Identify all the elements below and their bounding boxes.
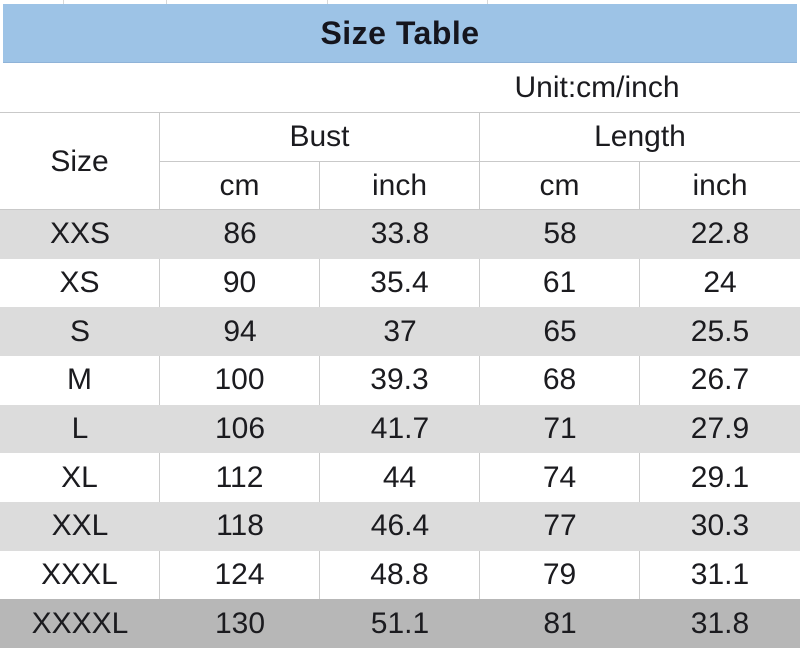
col-header-length: Length xyxy=(480,113,800,162)
cell-size: XS xyxy=(0,258,160,308)
col-header-size: Size xyxy=(0,113,160,210)
col-header-length-cm: cm xyxy=(480,162,640,210)
cell-bust-cm: 130 xyxy=(214,606,266,640)
col-header-length-inch: inch xyxy=(692,169,748,202)
cell-length-cm: 77 xyxy=(543,509,577,543)
cell-length-inch: 25.5 xyxy=(690,314,750,348)
cell-length-inch: 31.8 xyxy=(690,606,750,640)
col-header-bust: Bust xyxy=(160,113,480,162)
cell-bust-inch: 41.7 xyxy=(370,412,430,446)
cell-length-inch: 22.8 xyxy=(690,217,750,251)
cell-length-cm: 71 xyxy=(543,412,577,446)
unit-label: Unit:cm/inch xyxy=(514,70,680,104)
gridline-stub xyxy=(63,0,64,4)
cell-bust-inch: 48.8 xyxy=(320,550,480,600)
cell-size: S xyxy=(69,314,90,348)
cell-bust-cm: 118 xyxy=(216,509,264,543)
cell-length-cm: 81 xyxy=(543,606,577,640)
cell-bust-inch: 37 xyxy=(383,314,417,348)
cell-size: M xyxy=(0,356,160,405)
table-body: XXS 86 33.8 58 22.8 XS 90 35.4 61 24 S 9… xyxy=(0,210,800,648)
cell-length-cm: 61 xyxy=(480,258,640,308)
cell-bust-cm: 124 xyxy=(160,550,320,600)
table-row-m: M 100 39.3 68 26.7 xyxy=(0,356,800,405)
cell-length-inch: 30.3 xyxy=(690,509,750,543)
cell-length-inch: 27.9 xyxy=(690,412,750,446)
cell-bust-cm: 90 xyxy=(160,258,320,308)
cell-bust-cm: 94 xyxy=(223,314,257,348)
table-row-l: L 106 41.7 71 27.9 xyxy=(0,404,800,454)
gridline-stub xyxy=(487,0,488,4)
cell-length-cm: 68 xyxy=(480,356,640,405)
cell-bust-cm: 112 xyxy=(160,453,320,503)
table-row-xl: XL 112 44 74 29.1 xyxy=(0,453,800,503)
cell-size: XXXXL xyxy=(31,606,129,640)
cell-bust-inch: 44 xyxy=(320,453,480,503)
cell-size: XXL xyxy=(51,509,109,543)
cell-bust-inch: 46.4 xyxy=(370,509,430,543)
cell-length-cm: 74 xyxy=(480,453,640,503)
cell-bust-cm: 100 xyxy=(160,356,320,405)
cell-length-inch: 29.1 xyxy=(690,460,750,494)
col-header-bust-inch: inch xyxy=(320,162,480,210)
cell-length-inch: 24 xyxy=(703,266,737,299)
cell-bust-inch: 39.3 xyxy=(320,356,480,405)
cell-length-cm: 58 xyxy=(543,217,577,251)
table-row-xxl: XXL 118 46.4 77 30.3 xyxy=(0,502,800,551)
table-row-xxs: XXS 86 33.8 58 22.8 xyxy=(0,210,800,259)
table-title: Size Table xyxy=(320,14,480,51)
cell-bust-inch: 33.8 xyxy=(370,217,430,251)
table-title-band: Size Table xyxy=(3,4,797,63)
cell-size: XXS xyxy=(49,217,111,251)
cell-size: XXXL xyxy=(0,550,160,600)
cell-bust-inch: 35.4 xyxy=(320,258,480,308)
cell-length-inch: 26.7 xyxy=(690,363,750,397)
cell-bust-cm: 86 xyxy=(223,217,257,251)
table-header: Size Bust Length cm inch cm inch xyxy=(0,113,800,210)
cell-length-inch: 31.1 xyxy=(690,558,750,592)
table-row-xxxl: XXXL 124 48.8 79 31.1 xyxy=(0,550,800,600)
table-row-xs: XS 90 35.4 61 24 xyxy=(0,258,800,308)
gridline-stub xyxy=(327,0,328,4)
table-row-s: S 94 37 65 25.5 xyxy=(0,307,800,357)
col-header-bust-cm: cm xyxy=(160,162,320,210)
table-row-xxxxl: XXXXL 130 51.1 81 31.8 xyxy=(0,599,800,648)
cell-bust-cm: 106 xyxy=(214,412,266,446)
gridline-stub xyxy=(166,0,167,4)
top-margin-strip xyxy=(0,0,800,4)
unit-row: Unit:cm/inch xyxy=(0,63,800,113)
cell-bust-inch: 51.1 xyxy=(370,606,430,640)
cell-size: XL xyxy=(0,453,160,503)
cell-length-cm: 65 xyxy=(543,314,577,348)
cell-length-cm: 79 xyxy=(480,550,640,600)
cell-size: L xyxy=(71,412,89,446)
